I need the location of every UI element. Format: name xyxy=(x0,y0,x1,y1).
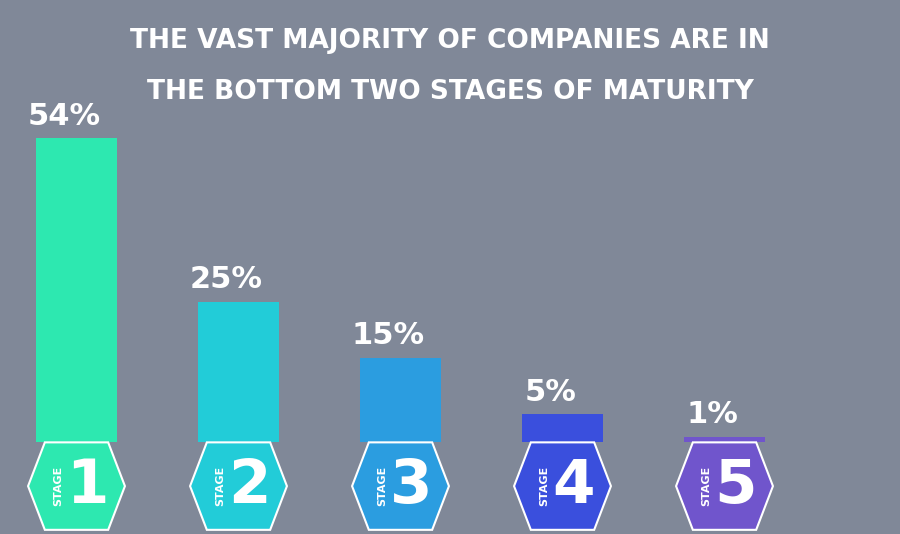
Text: 25%: 25% xyxy=(190,265,263,294)
Text: THE VAST MAJORITY OF COMPANIES ARE IN: THE VAST MAJORITY OF COMPANIES ARE IN xyxy=(130,28,770,54)
Polygon shape xyxy=(190,442,287,530)
Text: 5%: 5% xyxy=(525,378,576,407)
Bar xyxy=(684,437,765,442)
Text: STAGE: STAGE xyxy=(215,466,225,506)
Text: 4: 4 xyxy=(552,457,594,516)
Bar xyxy=(36,138,117,442)
Text: STAGE: STAGE xyxy=(53,466,63,506)
Polygon shape xyxy=(676,442,773,530)
Text: 2: 2 xyxy=(228,457,271,516)
Polygon shape xyxy=(352,442,449,530)
Bar xyxy=(198,302,279,442)
Polygon shape xyxy=(28,442,125,530)
Text: STAGE: STAGE xyxy=(377,466,387,506)
Polygon shape xyxy=(514,442,611,530)
Text: 1%: 1% xyxy=(687,400,738,429)
Bar xyxy=(360,358,441,442)
Bar xyxy=(522,414,603,442)
Text: STAGE: STAGE xyxy=(539,466,549,506)
Text: STAGE: STAGE xyxy=(701,466,711,506)
Text: 3: 3 xyxy=(390,457,432,516)
Text: THE BOTTOM TWO STAGES OF MATURITY: THE BOTTOM TWO STAGES OF MATURITY xyxy=(147,78,753,105)
Text: 5: 5 xyxy=(714,457,756,516)
Text: 1: 1 xyxy=(66,457,108,516)
Text: 15%: 15% xyxy=(352,321,425,350)
Text: 54%: 54% xyxy=(28,102,101,131)
